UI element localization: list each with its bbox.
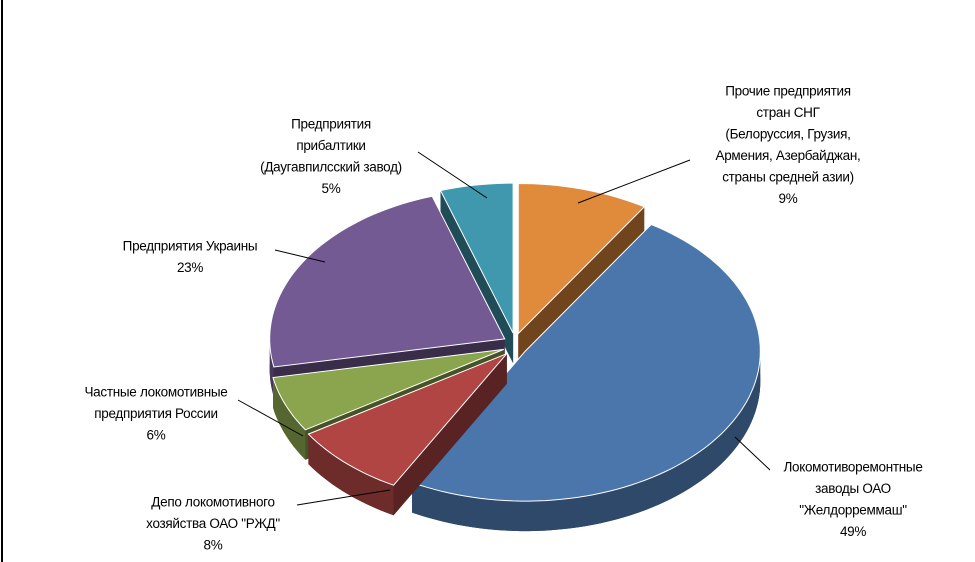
slice (517, 182, 646, 335)
value-label: 5% (322, 181, 341, 196)
slice-label: страны средней азии) (722, 170, 854, 185)
slice-label: Предприятия Украины (123, 239, 258, 254)
leader-line (734, 436, 771, 471)
value-label: 23% (177, 260, 203, 275)
value-label: 9% (779, 191, 798, 206)
slice (272, 348, 504, 431)
slice-label: Армения, Азербайджан, (716, 148, 861, 163)
slice-wall (308, 434, 394, 516)
slice (411, 223, 761, 502)
slice (439, 182, 514, 334)
slice-wall (412, 351, 761, 532)
slice-label: Депо локомотивного (151, 495, 274, 510)
leader-line (274, 249, 326, 263)
slice (307, 353, 508, 486)
pie-slice (307, 353, 508, 516)
slice-label: Локомотиворемонтные (783, 460, 922, 475)
slice-label: "Желдорреммаш" (799, 503, 907, 518)
slice-label: (Даугавпилсский завод) (260, 160, 402, 175)
slice-label: (Белоруссия, Грузия, (725, 127, 850, 142)
leader-line (296, 489, 391, 506)
value-label: 49% (840, 524, 866, 539)
slice-label: заводы ОАО (815, 481, 891, 496)
leader-line (577, 159, 691, 204)
slice-label: стран СНГ (756, 105, 820, 120)
slice-label: прибалтики (296, 138, 365, 153)
leader-line (237, 399, 304, 437)
slice-label: Частные локомотивные (84, 385, 227, 400)
slice-label: предприятия России (94, 406, 217, 421)
leader-line (417, 151, 488, 199)
slice-label: Прочие предприятия (725, 84, 850, 99)
pie-slice (411, 223, 761, 532)
value-label: 6% (147, 428, 166, 443)
slice-side (518, 206, 645, 364)
slice-label: хозяйства ОАО "РЖД" (146, 516, 280, 531)
value-label: 8% (204, 538, 223, 553)
slice-label: Предприятия (291, 117, 371, 132)
slice (269, 195, 506, 368)
